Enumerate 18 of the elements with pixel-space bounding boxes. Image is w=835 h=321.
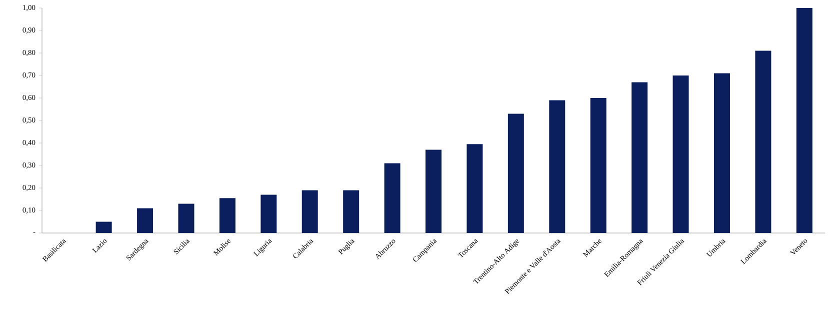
bar [549, 100, 566, 233]
bar [466, 144, 483, 233]
bar [632, 82, 648, 233]
bar [137, 208, 154, 233]
bar [590, 98, 606, 233]
bar [178, 204, 194, 233]
bar [384, 163, 400, 233]
bar [672, 76, 689, 233]
bar [343, 190, 360, 233]
bar [302, 190, 318, 233]
bar [426, 150, 442, 233]
bar [508, 114, 524, 233]
bar [796, 8, 812, 233]
bar [219, 198, 236, 233]
bar [755, 50, 772, 233]
bar [96, 222, 112, 233]
bar [260, 194, 277, 233]
bar [714, 73, 730, 233]
